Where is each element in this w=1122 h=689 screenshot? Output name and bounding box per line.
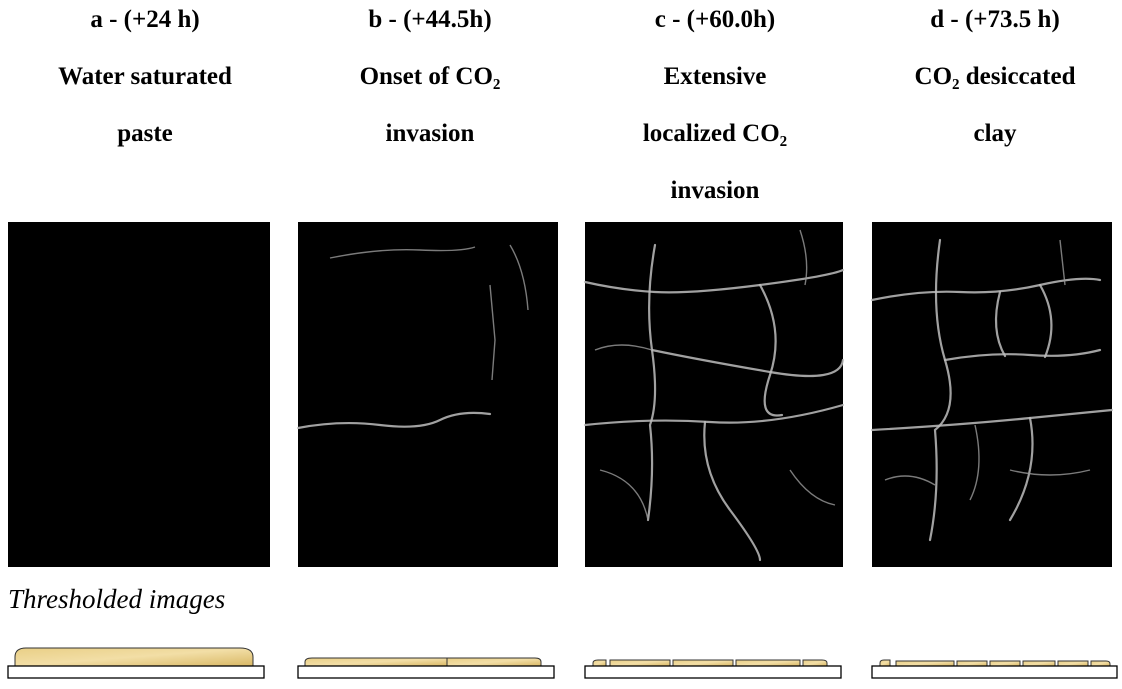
caption: Thresholded images: [8, 584, 225, 615]
panel-label: b - (+44.5h): [290, 6, 570, 34]
panel-label: a - (+24 h): [5, 6, 285, 34]
schematic-c: [585, 660, 841, 678]
panel-description: paste: [5, 120, 285, 148]
image-b: [298, 222, 558, 567]
schematic-b: [298, 658, 554, 678]
panel-description: Extensive: [575, 63, 855, 91]
panel-description: Water saturated: [5, 63, 285, 91]
panel-description: localized CO₂: [575, 120, 855, 148]
figure: Thresholded images a - (+24 h) Water satu…: [0, 0, 1122, 689]
panel-description: clay: [855, 120, 1122, 148]
panel-description: invasion: [575, 177, 855, 205]
schematic-d: [872, 660, 1117, 678]
panel-description: Onset of CO₂: [290, 63, 570, 91]
schematic-a: [8, 648, 264, 678]
image-a: [8, 222, 270, 567]
panel-label: d - (+73.5 h): [855, 6, 1122, 34]
image-d: [872, 222, 1112, 567]
panel-label: c - (+60.0h): [575, 6, 855, 34]
panel-description: invasion: [290, 120, 570, 148]
panel-description: CO₂ desiccated: [855, 63, 1122, 91]
image-c: [585, 222, 843, 567]
